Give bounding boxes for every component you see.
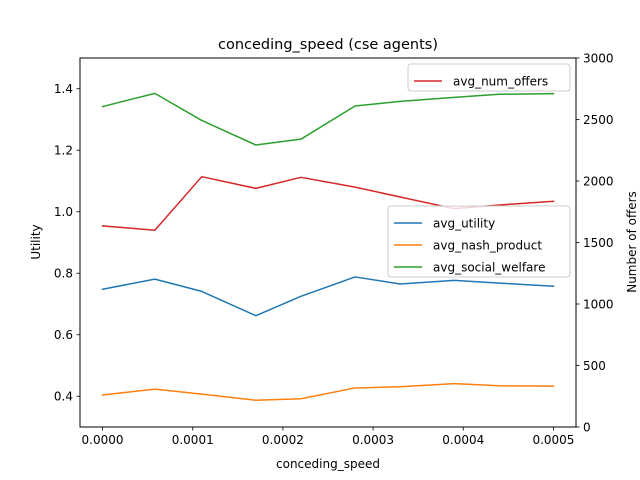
x-axis: 0.0000 0.0001 0.0002 0.0003 0.0004 0.0005 bbox=[82, 427, 574, 447]
x-tick-label: 0.0003 bbox=[352, 433, 394, 447]
y-tick-label: 1.0 bbox=[54, 205, 73, 219]
legend-label-avg-social-welfare: avg_social_welfare bbox=[433, 260, 545, 274]
y2-tick-label: 2000 bbox=[583, 174, 614, 188]
y-axis-label-left: Utility bbox=[29, 224, 43, 259]
x-tick-label: 0.0000 bbox=[82, 433, 124, 447]
y2-tick-label: 500 bbox=[583, 359, 606, 373]
series-line-avg-utility bbox=[101, 276, 555, 317]
x-axis-label: conceding_speed bbox=[276, 457, 380, 471]
y2-tick-label: 0 bbox=[583, 420, 591, 434]
x-tick-label: 0.0001 bbox=[172, 433, 214, 447]
y2-tick-label: 1000 bbox=[583, 297, 614, 311]
y-tick-label: 0.6 bbox=[54, 328, 73, 342]
y-tick-label: 0.8 bbox=[54, 267, 73, 281]
series-line-avg-nash-product bbox=[101, 382, 555, 401]
x-tick-label: 0.0002 bbox=[262, 433, 304, 447]
x-tick-label: 0.0004 bbox=[442, 433, 484, 447]
legend-box bbox=[387, 205, 571, 278]
y-axis-left: 0.4 0.6 0.8 1.0 1.2 1.4 bbox=[54, 82, 80, 404]
legend-offers: avg_num_offers bbox=[407, 63, 571, 92]
legend-box bbox=[407, 63, 571, 92]
series-layer bbox=[101, 92, 555, 401]
series-line-avg-social-welfare bbox=[101, 92, 555, 146]
y2-tick-label: 3000 bbox=[583, 51, 614, 65]
legend-label-avg-nash-product: avg_nash_product bbox=[433, 238, 542, 252]
chart-title: conceding_speed (cse agents) bbox=[218, 37, 438, 53]
y-tick-label: 1.2 bbox=[54, 144, 73, 158]
legend-label-avg-num-offers: avg_num_offers bbox=[453, 74, 548, 88]
y-axis-label-right: Number of offers bbox=[625, 191, 639, 293]
y-axis-right: 0 500 1000 1500 2000 2500 3000 bbox=[576, 51, 614, 434]
legend-label-avg-utility: avg_utility bbox=[433, 216, 495, 230]
legend-utility: avg_utility avg_nash_product avg_social_we… bbox=[387, 205, 571, 278]
y2-tick-label: 1500 bbox=[583, 236, 614, 250]
x-tick-label: 0.0005 bbox=[532, 433, 574, 447]
y2-tick-label: 2500 bbox=[583, 113, 614, 127]
y-tick-label: 0.4 bbox=[54, 390, 73, 404]
y-tick-label: 1.4 bbox=[54, 82, 73, 96]
plot-area bbox=[79, 57, 577, 428]
